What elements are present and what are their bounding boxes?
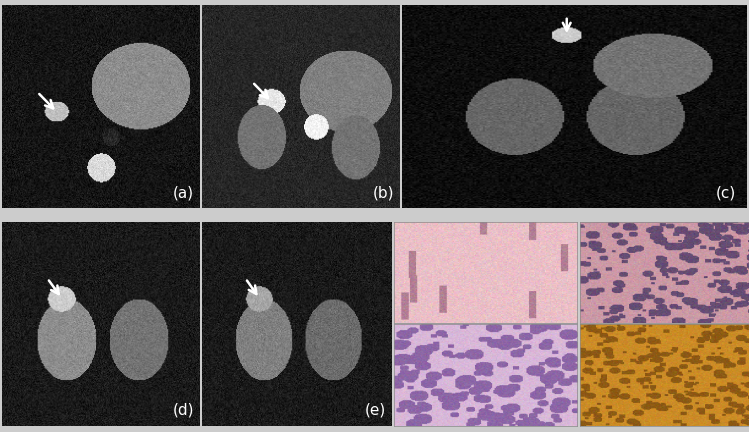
Text: (d): (d): [172, 402, 194, 417]
Text: (c): (c): [716, 185, 736, 200]
Text: (e): (e): [365, 402, 386, 417]
Text: (b): (b): [372, 185, 394, 200]
Text: (a): (a): [173, 185, 194, 200]
